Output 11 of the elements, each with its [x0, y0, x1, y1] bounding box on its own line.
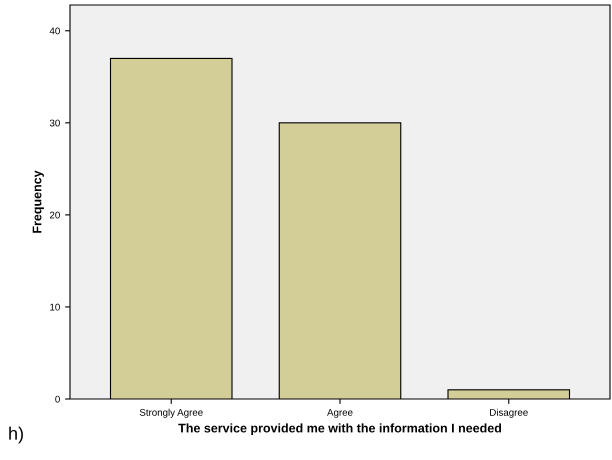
y-tick-label: 30 [50, 120, 60, 126]
x-tick-label: Strongly Agree [140, 408, 203, 418]
x-axis-title: The service provided me with the information I needed [178, 423, 502, 435]
y-tick-label: 40 [50, 28, 60, 34]
text: h) [9, 426, 23, 444]
x-tick-label: Disagree [490, 408, 528, 418]
y-axis-title: Frequency [32, 170, 44, 233]
y-tick-label: 20 [50, 212, 60, 219]
y-tick-label: 10 [50, 304, 60, 311]
y-tick-label: 0 [55, 396, 60, 403]
x-tick-label: Agree [327, 409, 353, 418]
